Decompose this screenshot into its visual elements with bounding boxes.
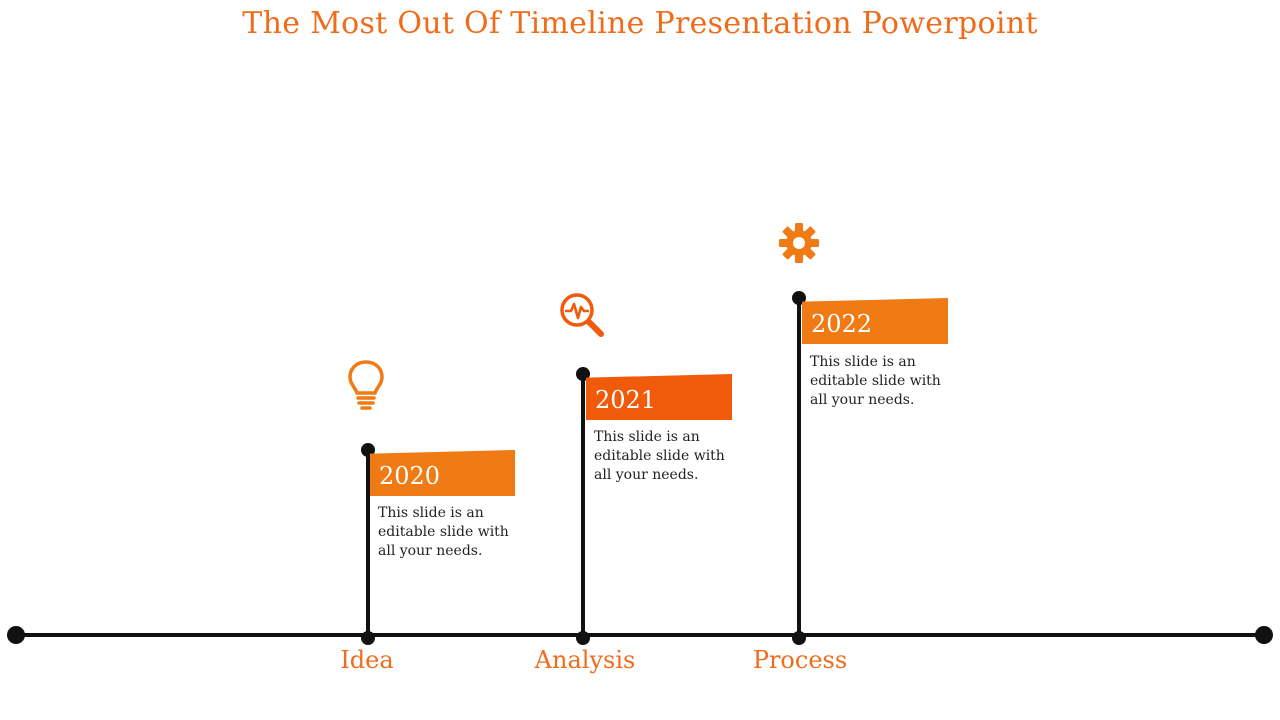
- milestone-base-dot: [792, 631, 806, 645]
- milestone-top-dot: [576, 367, 590, 381]
- milestone-label: Analysis: [534, 646, 636, 674]
- lightbulb-icon: [348, 360, 384, 410]
- gear-icon: [779, 223, 819, 263]
- milestone-label: Idea: [340, 646, 394, 674]
- year-label: 2021: [595, 386, 657, 414]
- milestone-description: This slide is an editable slide with all…: [594, 429, 725, 483]
- milestone-top-dot: [792, 291, 806, 305]
- milestone-label: Process: [752, 646, 848, 674]
- milestone-stem: [581, 373, 585, 637]
- page-title: The Most Out Of Timeline Presentation Po…: [242, 6, 1038, 41]
- milestone-stem: [797, 298, 801, 637]
- milestone-top-dot: [361, 443, 375, 457]
- year-flag: 2021: [586, 374, 732, 420]
- milestone-base-dot: [576, 631, 590, 645]
- year-flag: 2022: [802, 298, 948, 344]
- milestone-stem: [366, 449, 370, 637]
- year-label: 2020: [379, 462, 441, 490]
- axis-end-dot: [1255, 626, 1273, 644]
- year-label: 2022: [811, 310, 873, 338]
- timeline-axis: [16, 633, 1264, 637]
- milestone-description: This slide is an editable slide with all…: [378, 505, 509, 559]
- milestone-base-dot: [361, 631, 375, 645]
- year-flag: 2020: [370, 450, 515, 496]
- magnifier-pulse-icon: [560, 293, 604, 337]
- milestone-description: This slide is an editable slide with all…: [810, 354, 941, 408]
- axis-start-dot: [7, 626, 25, 644]
